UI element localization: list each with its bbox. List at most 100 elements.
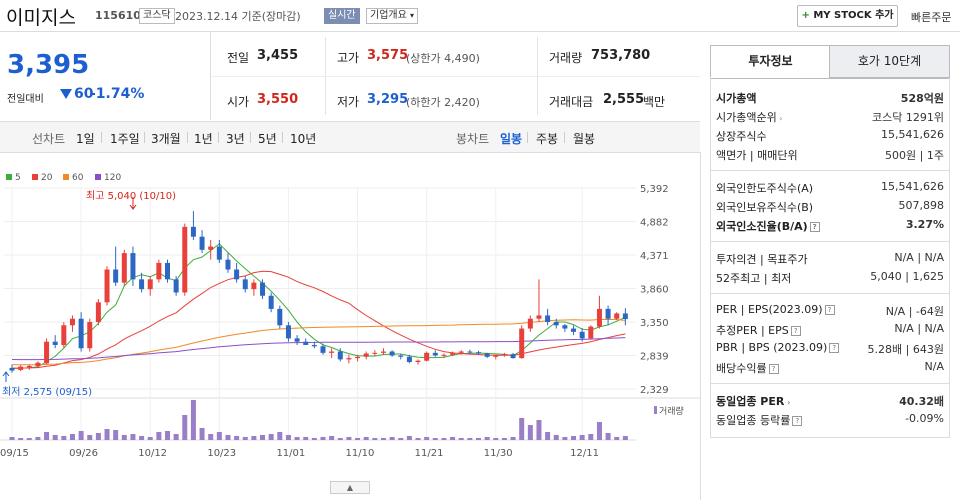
period-3m[interactable]: 3개월 (151, 132, 181, 146)
expand-chart-button[interactable]: ▲ (330, 481, 370, 494)
candle-body (199, 236, 205, 250)
help-icon[interactable]: ? (824, 305, 835, 315)
quick-order-link[interactable]: 빠른주문 (911, 11, 952, 24)
candle-body (389, 351, 395, 356)
price-chart[interactable]: 5,392 4,882 4,371 3,860 3,350 2,839 2,329 09/15… (0, 152, 700, 500)
volume-bar (311, 438, 317, 440)
stock-name: 이미지스 (6, 7, 76, 29)
company-overview-dropdown[interactable]: 기업개요 ▾ (366, 8, 419, 24)
candle-weekly[interactable]: 주봉 (536, 132, 559, 146)
legend-label: 5 (15, 173, 21, 183)
volume-bar (450, 437, 456, 440)
tab-hoga-10[interactable]: 호가 10단계 (829, 45, 950, 78)
volume-bar (467, 438, 473, 440)
change-amount: 60 (74, 86, 94, 102)
per-value: N/A (885, 305, 906, 318)
divider (527, 132, 528, 143)
foreign-hold-value: 507,898 (898, 199, 945, 212)
header-bar (0, 0, 960, 32)
volume-bar (424, 437, 430, 440)
legend-swatch (95, 174, 101, 180)
divider (710, 383, 950, 384)
industry-per-row: 동일업종 PER › 40.32배 (716, 395, 944, 408)
volume-bar (596, 422, 602, 440)
candle-body (242, 279, 248, 290)
candle-body (622, 313, 628, 320)
par-value: 500원 (885, 149, 917, 162)
divider (101, 132, 102, 143)
tab-invest-info[interactable]: 투자정보 (710, 45, 831, 78)
unit-label: 매매단위 (757, 149, 798, 162)
volume-value: 753,780 (591, 48, 651, 63)
candle-body (614, 313, 620, 319)
est-per-value: N/A (894, 322, 914, 335)
legend-swatch (63, 174, 69, 180)
candle-body (95, 302, 101, 322)
candle-body (605, 308, 611, 319)
date-text: 2023.12.14 기준(장마감) (175, 10, 301, 23)
help-icon[interactable]: ? (809, 222, 820, 232)
candle-body (78, 318, 84, 349)
period-1y[interactable]: 1년 (194, 132, 213, 146)
realtime-button[interactable]: 실시간 (324, 8, 360, 24)
chevron-up-icon: ▲ (346, 483, 354, 492)
foreign-hold-label: 외국인보유주식수(B) (716, 201, 814, 214)
ma20-line (11, 270, 626, 369)
market-cap-row: 시가총액 528억원 (716, 90, 944, 108)
shares-value: 15,541,626 (881, 128, 944, 141)
prev-close-label: 전일 (227, 51, 250, 65)
help-icon[interactable]: ? (829, 343, 840, 353)
x-tick-label: 09/15 (0, 448, 29, 459)
divider (710, 170, 950, 171)
legend-ma5: 5 (6, 173, 21, 183)
help-icon[interactable]: ? (792, 416, 803, 426)
down-triangle-icon (60, 89, 72, 99)
volume-bar (225, 435, 231, 440)
amount-value: 2,555 (603, 92, 645, 107)
dividend-row: 배당수익률? N/A (716, 360, 944, 378)
volume-bar (337, 438, 343, 440)
candle-body (173, 279, 179, 293)
volume-bar (605, 433, 611, 440)
period-3y[interactable]: 3년 (226, 132, 245, 146)
volume-bar (104, 429, 110, 440)
period-1d[interactable]: 1일 (76, 132, 95, 146)
candle-body (130, 253, 136, 280)
divider (710, 78, 950, 79)
volume-bar (510, 437, 516, 440)
candle-daily[interactable]: 일봉 (500, 132, 523, 146)
y-tick-label: 4,882 (640, 217, 669, 228)
candle-monthly[interactable]: 월봉 (573, 132, 596, 146)
volume-bar (484, 437, 490, 440)
period-10y[interactable]: 10년 (290, 132, 317, 146)
industry-change-label: 동일업종 등락률 (716, 414, 791, 427)
help-icon[interactable]: ? (790, 326, 801, 336)
volume-bar (372, 438, 378, 440)
candle-body (519, 328, 525, 359)
volume-bar (398, 438, 404, 440)
bps-value: 643원 (912, 343, 944, 356)
candle-body (432, 352, 438, 356)
volume-label: 거래량 (549, 51, 583, 65)
ma5-line (11, 243, 626, 369)
period-1w[interactable]: 1주일 (110, 132, 140, 146)
mystock-add-button[interactable]: + MY STOCK 추가 (797, 5, 898, 27)
high-annotation: 최고 5,040 (10/10) (86, 191, 177, 202)
per-label: PER (716, 303, 738, 316)
lower-limit: (하한가 2,420) (406, 96, 480, 109)
candle-body (553, 322, 559, 326)
candle-body (493, 355, 499, 357)
opinion-label: 투자의견 (716, 253, 757, 266)
legend-label: 120 (104, 173, 122, 183)
help-icon[interactable]: ? (768, 364, 779, 374)
period-5y[interactable]: 5년 (258, 132, 277, 146)
amount-label: 거래대금 (549, 95, 594, 109)
low-value: 3,295 (367, 92, 409, 107)
volume-bar (268, 434, 274, 440)
candle-body (225, 259, 231, 270)
candle-body (596, 308, 602, 327)
volume-bar (251, 436, 257, 440)
candle-body (588, 326, 594, 339)
candle-body (294, 338, 300, 342)
rank-market: 코스닥 (872, 111, 903, 124)
